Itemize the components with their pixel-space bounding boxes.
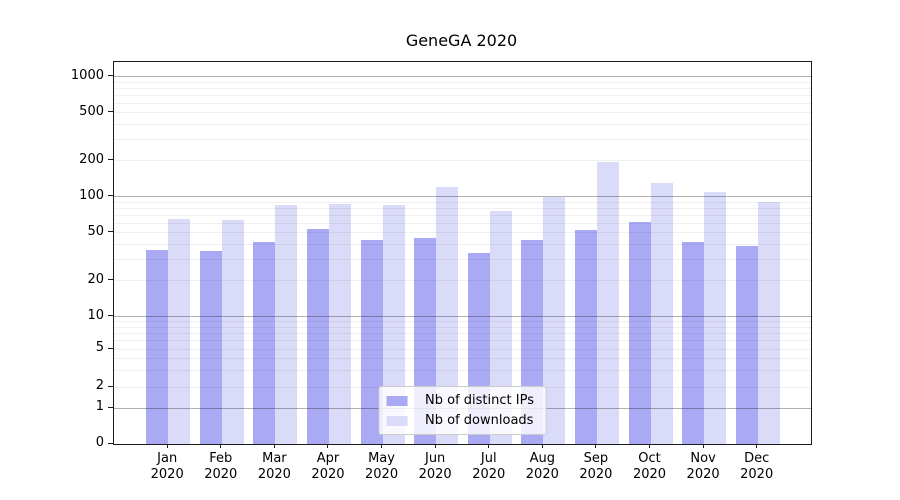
bar-jun-downloads: [436, 187, 459, 444]
x-tick-mark-jan: [166, 444, 168, 448]
minor-gridline-300: [114, 138, 811, 140]
chart-title: GeneGA 2020: [405, 31, 518, 50]
legend-label-downloads: Nb of downloads: [425, 413, 534, 428]
x-tick-mark-nov: [702, 444, 704, 448]
x-tick-label-dec: Dec 2020: [740, 451, 774, 482]
y-tick-mark-1: [108, 406, 113, 408]
x-tick-label-apr: Apr 2020: [311, 451, 345, 482]
legend-swatch-distinct-ips: [386, 395, 408, 406]
y-tick-label-500: 500: [79, 103, 104, 119]
bar-may-distinct-ips: [360, 239, 383, 444]
bar-jan-downloads: [168, 219, 191, 444]
y-tick-label-1000: 1000: [70, 67, 104, 83]
bar-apr-distinct-ips: [306, 228, 329, 444]
y-tick-mark-1000: [108, 75, 113, 77]
x-tick-mark-sep: [595, 444, 597, 448]
legend-label-distinct-ips: Nb of distinct IPs: [425, 393, 534, 408]
y-tick-mark-5: [108, 347, 113, 349]
y-tick-label-50: 50: [87, 223, 104, 239]
x-tick-label-jul: Jul 2020: [472, 451, 506, 482]
bar-feb-distinct-ips: [199, 251, 222, 444]
x-tick-label-aug: Aug 2020: [525, 451, 559, 482]
x-tick-mark-jul: [488, 444, 490, 448]
minor-gridline-700: [114, 94, 811, 96]
y-tick-mark-0: [108, 442, 113, 444]
bar-nov-downloads: [704, 191, 727, 444]
x-tick-mark-feb: [220, 444, 222, 448]
y-tick-label-2: 2: [95, 378, 104, 393]
bar-feb-downloads: [221, 219, 244, 444]
bar-sep-downloads: [596, 162, 619, 444]
y-tick-label-5: 5: [95, 340, 104, 355]
major-gridline-1000: [114, 76, 811, 78]
legend: Nb of distinct IPs Nb of downloads: [378, 386, 547, 435]
y-tick-label-200: 200: [79, 151, 104, 167]
minor-gridline-800: [114, 87, 811, 89]
bar-sep-distinct-ips: [574, 229, 597, 444]
minor-gridline-200: [114, 160, 811, 162]
bar-oct-distinct-ips: [628, 222, 651, 444]
x-tick-mark-may: [381, 444, 383, 448]
legend-swatch-downloads: [386, 415, 408, 426]
y-tick-label-10: 10: [87, 307, 104, 323]
x-tick-mark-jun: [434, 444, 436, 448]
x-tick-label-mar: Mar 2020: [257, 451, 291, 482]
y-tick-mark-100: [108, 195, 113, 197]
y-tick-mark-500: [108, 111, 113, 113]
y-tick-mark-200: [108, 159, 113, 161]
minor-gridline-900: [114, 81, 811, 83]
legend-item-downloads: Nb of downloads: [386, 412, 534, 429]
bar-dec-distinct-ips: [735, 245, 758, 444]
bar-jul-downloads: [489, 211, 512, 444]
plot-area: Nb of distinct IPs Nb of downloads: [113, 61, 812, 445]
x-tick-label-oct: Oct 2020: [632, 451, 667, 482]
y-tick-label-20: 20: [87, 271, 104, 287]
bar-jan-distinct-ips: [146, 249, 169, 444]
legend-item-distinct-ips: Nb of distinct IPs: [386, 392, 534, 409]
x-tick-label-may: May 2020: [365, 451, 399, 482]
bar-aug-downloads: [543, 196, 566, 444]
y-tick-label-100: 100: [79, 187, 104, 203]
bar-mar-distinct-ips: [253, 241, 276, 444]
y-tick-mark-10: [108, 315, 113, 317]
x-tick-label-jun: Jun 2020: [418, 451, 452, 482]
x-tick-mark-oct: [649, 444, 650, 448]
y-tick-mark-2: [108, 385, 113, 387]
bar-may-downloads: [382, 205, 405, 444]
bar-dec-downloads: [757, 202, 780, 444]
y-tick-mark-20: [108, 279, 113, 281]
x-tick-label-sep: Sep 2020: [579, 451, 613, 482]
x-tick-label-nov: Nov 2020: [686, 451, 720, 482]
minor-gridline-400: [114, 123, 811, 125]
bar-apr-downloads: [328, 203, 351, 444]
minor-gridline-500: [114, 112, 811, 114]
x-tick-mark-aug: [541, 444, 543, 448]
x-tick-label-feb: Feb 2020: [204, 451, 238, 482]
y-tick-label-0: 0: [95, 435, 104, 450]
x-tick-mark-mar: [273, 444, 275, 448]
minor-gridline-600: [114, 102, 811, 104]
bar-nov-distinct-ips: [682, 241, 705, 444]
x-tick-mark-dec: [756, 444, 758, 448]
bar-mar-downloads: [275, 205, 298, 444]
bar-oct-downloads: [650, 183, 673, 444]
x-tick-mark-apr: [327, 444, 329, 448]
y-tick-mark-50: [108, 231, 113, 233]
x-tick-label-jan: Jan 2020: [150, 451, 184, 482]
y-tick-label-1: 1: [95, 399, 104, 414]
